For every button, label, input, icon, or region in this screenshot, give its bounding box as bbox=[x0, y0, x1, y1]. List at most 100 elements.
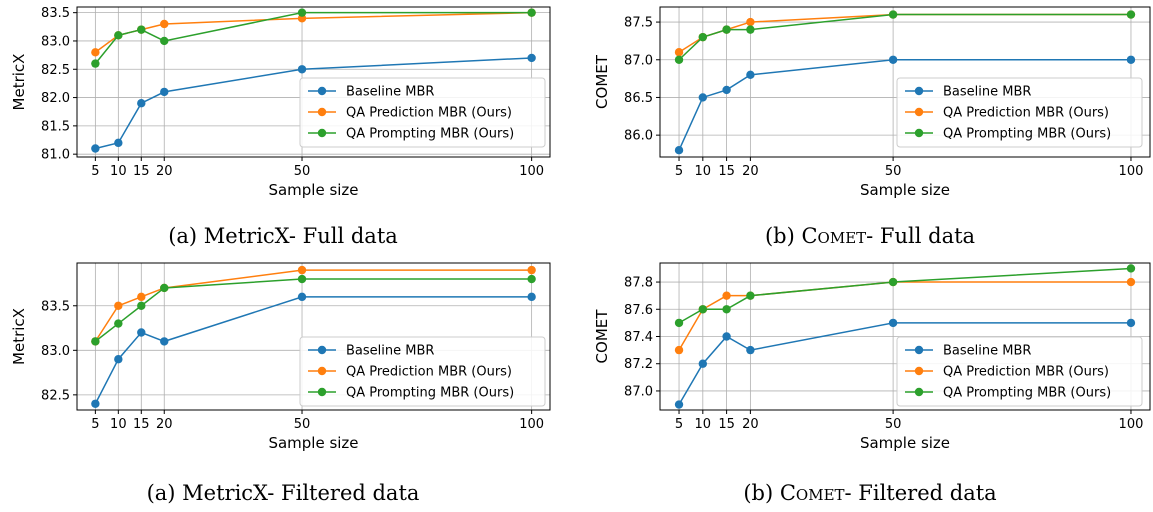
y-tick-label: 82.5 bbox=[41, 388, 70, 403]
data-point bbox=[746, 291, 755, 300]
data-point bbox=[722, 85, 731, 95]
data-point bbox=[160, 87, 169, 97]
chart-panel-3: 5 10 15 20 50 100 82.5 83.0 83.5 Sample size Metri… bbox=[10, 262, 551, 452]
legend-marker bbox=[914, 387, 924, 397]
x-tick-label: 50 bbox=[294, 164, 311, 179]
series-line-3 bbox=[94, 278, 532, 342]
legend-label: Baseline MBR bbox=[943, 344, 1031, 359]
x-tick-label: 10 bbox=[110, 164, 127, 179]
y-tick-label: 87.0 bbox=[624, 53, 653, 68]
data-point bbox=[674, 318, 684, 328]
data-point bbox=[888, 55, 898, 64]
x-tick-label: 10 bbox=[695, 417, 712, 432]
legend-label: Baseline MBR bbox=[943, 85, 1031, 100]
legend-label: QA Prediction MBR (Ours) bbox=[943, 365, 1109, 380]
chart-panel-4: 5 10 15 20 50 100 87.0 87.2 87.4 87.6 87.8 Sample s… bbox=[593, 262, 1151, 452]
y-tick-label: 86.0 bbox=[624, 129, 653, 144]
legend-marker bbox=[317, 107, 327, 117]
axes-frame bbox=[76, 262, 551, 411]
y-tick-label: 83.5 bbox=[41, 6, 70, 21]
x-tick-label: 20 bbox=[156, 417, 173, 432]
x-tick-label: 100 bbox=[1119, 164, 1144, 179]
legend-label: QA Prediction MBR (Ours) bbox=[346, 106, 512, 121]
data-point bbox=[297, 65, 307, 74]
data-point bbox=[114, 31, 123, 40]
legend-label: QA Prediction MBR (Ours) bbox=[943, 106, 1109, 121]
data-point bbox=[888, 318, 898, 328]
series-line-1 bbox=[678, 59, 1131, 151]
x-axis-label: Sample size bbox=[268, 181, 358, 199]
caption-a-filtered: (a) MetricX- Filtered data bbox=[146, 481, 420, 505]
data-point bbox=[527, 53, 536, 63]
legend-box bbox=[896, 336, 1143, 407]
data-point bbox=[698, 305, 708, 314]
y-tick-label: 83.0 bbox=[41, 344, 70, 359]
y-tick-label: 87.6 bbox=[624, 303, 653, 318]
y-tick-label: 87.2 bbox=[624, 357, 653, 372]
legend-label: QA Prediction MBR (Ours) bbox=[346, 365, 512, 380]
data-point bbox=[527, 265, 536, 275]
legend-marker bbox=[914, 86, 924, 96]
x-tick-label: 15 bbox=[133, 164, 150, 179]
x-tick-label: 100 bbox=[1119, 417, 1144, 432]
legend-label: Baseline MBR bbox=[346, 85, 434, 100]
data-point bbox=[137, 25, 146, 34]
legend-marker bbox=[914, 107, 924, 117]
y-tick-label: 87.8 bbox=[624, 276, 653, 291]
data-point bbox=[746, 70, 755, 80]
legend-box bbox=[299, 77, 546, 148]
legend-marker bbox=[914, 345, 924, 355]
data-point bbox=[722, 305, 731, 314]
data-point bbox=[722, 291, 731, 300]
legend-label: Baseline MBR bbox=[346, 344, 434, 359]
data-point bbox=[674, 55, 684, 64]
x-tick-label: 100 bbox=[519, 417, 544, 432]
series-line-3 bbox=[94, 11, 532, 65]
data-point bbox=[1126, 264, 1136, 273]
legend-marker bbox=[317, 366, 327, 376]
data-point bbox=[297, 8, 307, 17]
series-line-2 bbox=[94, 11, 532, 53]
legend-marker bbox=[317, 387, 327, 397]
legend-label: QA Prompting MBR (Ours) bbox=[346, 127, 514, 142]
data-point bbox=[722, 332, 731, 341]
data-point bbox=[674, 48, 684, 57]
data-point bbox=[297, 274, 307, 284]
series-line-1 bbox=[94, 296, 532, 405]
data-point bbox=[137, 99, 146, 108]
x-tick-label: 20 bbox=[742, 417, 759, 432]
caption-b-full: (b) Comet- Full data bbox=[764, 224, 976, 248]
x-tick-label: 15 bbox=[718, 417, 735, 432]
x-axis-label: Sample size bbox=[268, 434, 358, 452]
x-tick-label: 10 bbox=[695, 164, 712, 179]
legend-label: QA Prompting MBR (Ours) bbox=[346, 386, 514, 401]
legend-marker bbox=[914, 128, 924, 138]
y-axis-label: MetricX bbox=[10, 54, 28, 111]
data-point bbox=[746, 17, 755, 27]
y-tick-label: 81.0 bbox=[41, 148, 70, 163]
data-point bbox=[746, 25, 755, 34]
y-tick-label: 82.0 bbox=[41, 91, 70, 106]
data-point bbox=[698, 359, 708, 368]
x-tick-label: 20 bbox=[156, 164, 173, 179]
data-point bbox=[722, 25, 731, 34]
x-tick-label: 15 bbox=[133, 417, 150, 432]
legend-box bbox=[896, 77, 1143, 148]
data-point bbox=[160, 19, 169, 29]
y-tick-label: 81.5 bbox=[41, 119, 70, 134]
data-point bbox=[91, 399, 100, 408]
legend-label: QA Prompting MBR (Ours) bbox=[943, 127, 1111, 142]
x-tick-label: 5 bbox=[91, 164, 99, 179]
y-axis-label: COMET bbox=[593, 54, 611, 109]
x-tick-label: 5 bbox=[91, 417, 99, 432]
data-point bbox=[674, 345, 684, 355]
legend-marker bbox=[317, 86, 327, 96]
x-tick-label: 100 bbox=[519, 164, 544, 179]
x-tick-label: 20 bbox=[742, 164, 759, 179]
data-point bbox=[888, 277, 898, 287]
y-tick-label: 87.5 bbox=[624, 16, 653, 31]
x-axis-label: Sample size bbox=[860, 181, 950, 199]
legend-marker bbox=[914, 366, 924, 376]
data-point bbox=[114, 138, 123, 148]
